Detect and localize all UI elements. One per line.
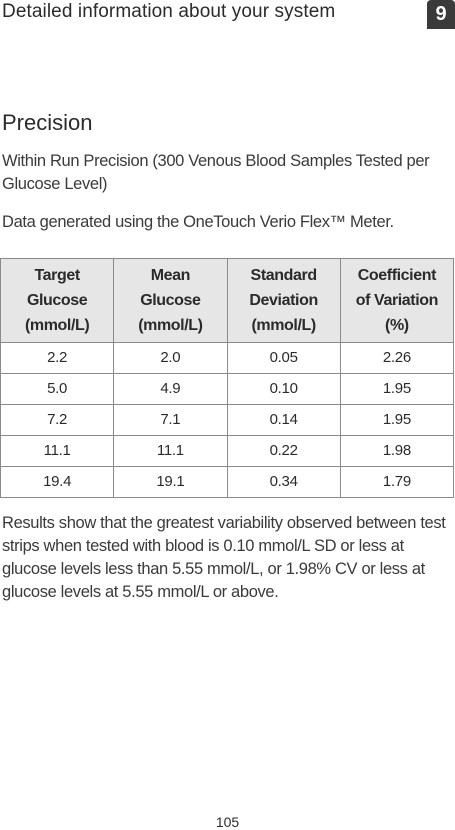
- precision-table: Target Glucose (mmol/L) Mean Glucose (mm…: [0, 258, 455, 498]
- cell-target-glucose: 5.0: [0, 373, 115, 405]
- header-line: Glucose: [26, 292, 88, 309]
- header-line: Target: [34, 267, 80, 284]
- header-line: Coefficient: [357, 267, 437, 284]
- cell-standard-deviation: 0.34: [226, 466, 341, 498]
- intro-paragraph: Within Run Precision (300 Venous Blood S…: [2, 152, 430, 193]
- cell-standard-deviation: 0.05: [226, 342, 341, 374]
- header-target-glucose: Target Glucose (mmol/L): [0, 258, 115, 343]
- header-standard-deviation: Standard Deviation (mmol/L): [226, 258, 341, 343]
- cell-standard-deviation: 0.10: [226, 373, 341, 405]
- header-coefficient-of-variation: Coefficient of Variation (%): [339, 258, 455, 343]
- table-row: 5.0 4.9 0.10 1.95: [0, 373, 455, 405]
- cell-mean-glucose: 4.9: [113, 373, 228, 405]
- header-line: Glucose: [140, 292, 201, 309]
- header-title: Detailed information about your system: [2, 1, 336, 22]
- header-line: of Variation: [355, 292, 439, 309]
- header-line: (mmol/L): [138, 317, 203, 334]
- table-row: 2.2 2.0 0.05 2.26: [0, 342, 455, 374]
- cell-standard-deviation: 0.22: [226, 435, 341, 467]
- header-line: (%): [385, 317, 409, 334]
- results-paragraph: Results show that the greatest variabili…: [2, 514, 446, 601]
- cell-target-glucose: 19.4: [0, 466, 115, 498]
- cell-mean-glucose: 7.1: [113, 404, 228, 436]
- cell-mean-glucose: 19.1: [113, 466, 228, 498]
- cell-coefficient-of-variation: 1.95: [339, 404, 455, 436]
- meter-paragraph: Data generated using the OneTouch Verio …: [2, 213, 394, 231]
- cell-target-glucose: 11.1: [0, 435, 115, 467]
- chapter-badge: 9: [427, 0, 455, 29]
- table-row: 11.1 11.1 0.22 1.98: [0, 435, 455, 467]
- section-title: Precision: [2, 110, 93, 135]
- page-header: Detailed information about your system 9: [2, 0, 455, 30]
- cell-target-glucose: 2.2: [0, 342, 115, 374]
- header-line: Standard: [250, 267, 318, 284]
- table-row: 7.2 7.1 0.14 1.95: [0, 404, 455, 436]
- table-header-row: Target Glucose (mmol/L) Mean Glucose (mm…: [0, 258, 455, 343]
- cell-coefficient-of-variation: 1.95: [339, 373, 455, 405]
- page-number: 105: [215, 814, 240, 830]
- header-mean-glucose: Mean Glucose (mmol/L): [113, 258, 228, 343]
- header-line: Deviation: [249, 292, 318, 309]
- header-line: (mmol/L): [24, 317, 90, 334]
- cell-mean-glucose: 2.0: [113, 342, 228, 374]
- table-row: 19.4 19.1 0.34 1.79: [0, 466, 455, 498]
- cell-standard-deviation: 0.14: [226, 404, 341, 436]
- header-line: (mmol/L): [251, 317, 316, 334]
- cell-target-glucose: 7.2: [0, 404, 115, 436]
- cell-coefficient-of-variation: 1.79: [339, 466, 455, 498]
- cell-mean-glucose: 11.1: [113, 435, 228, 467]
- cell-coefficient-of-variation: 2.26: [339, 342, 455, 374]
- cell-coefficient-of-variation: 1.98: [339, 435, 455, 467]
- header-line: Mean: [150, 267, 191, 284]
